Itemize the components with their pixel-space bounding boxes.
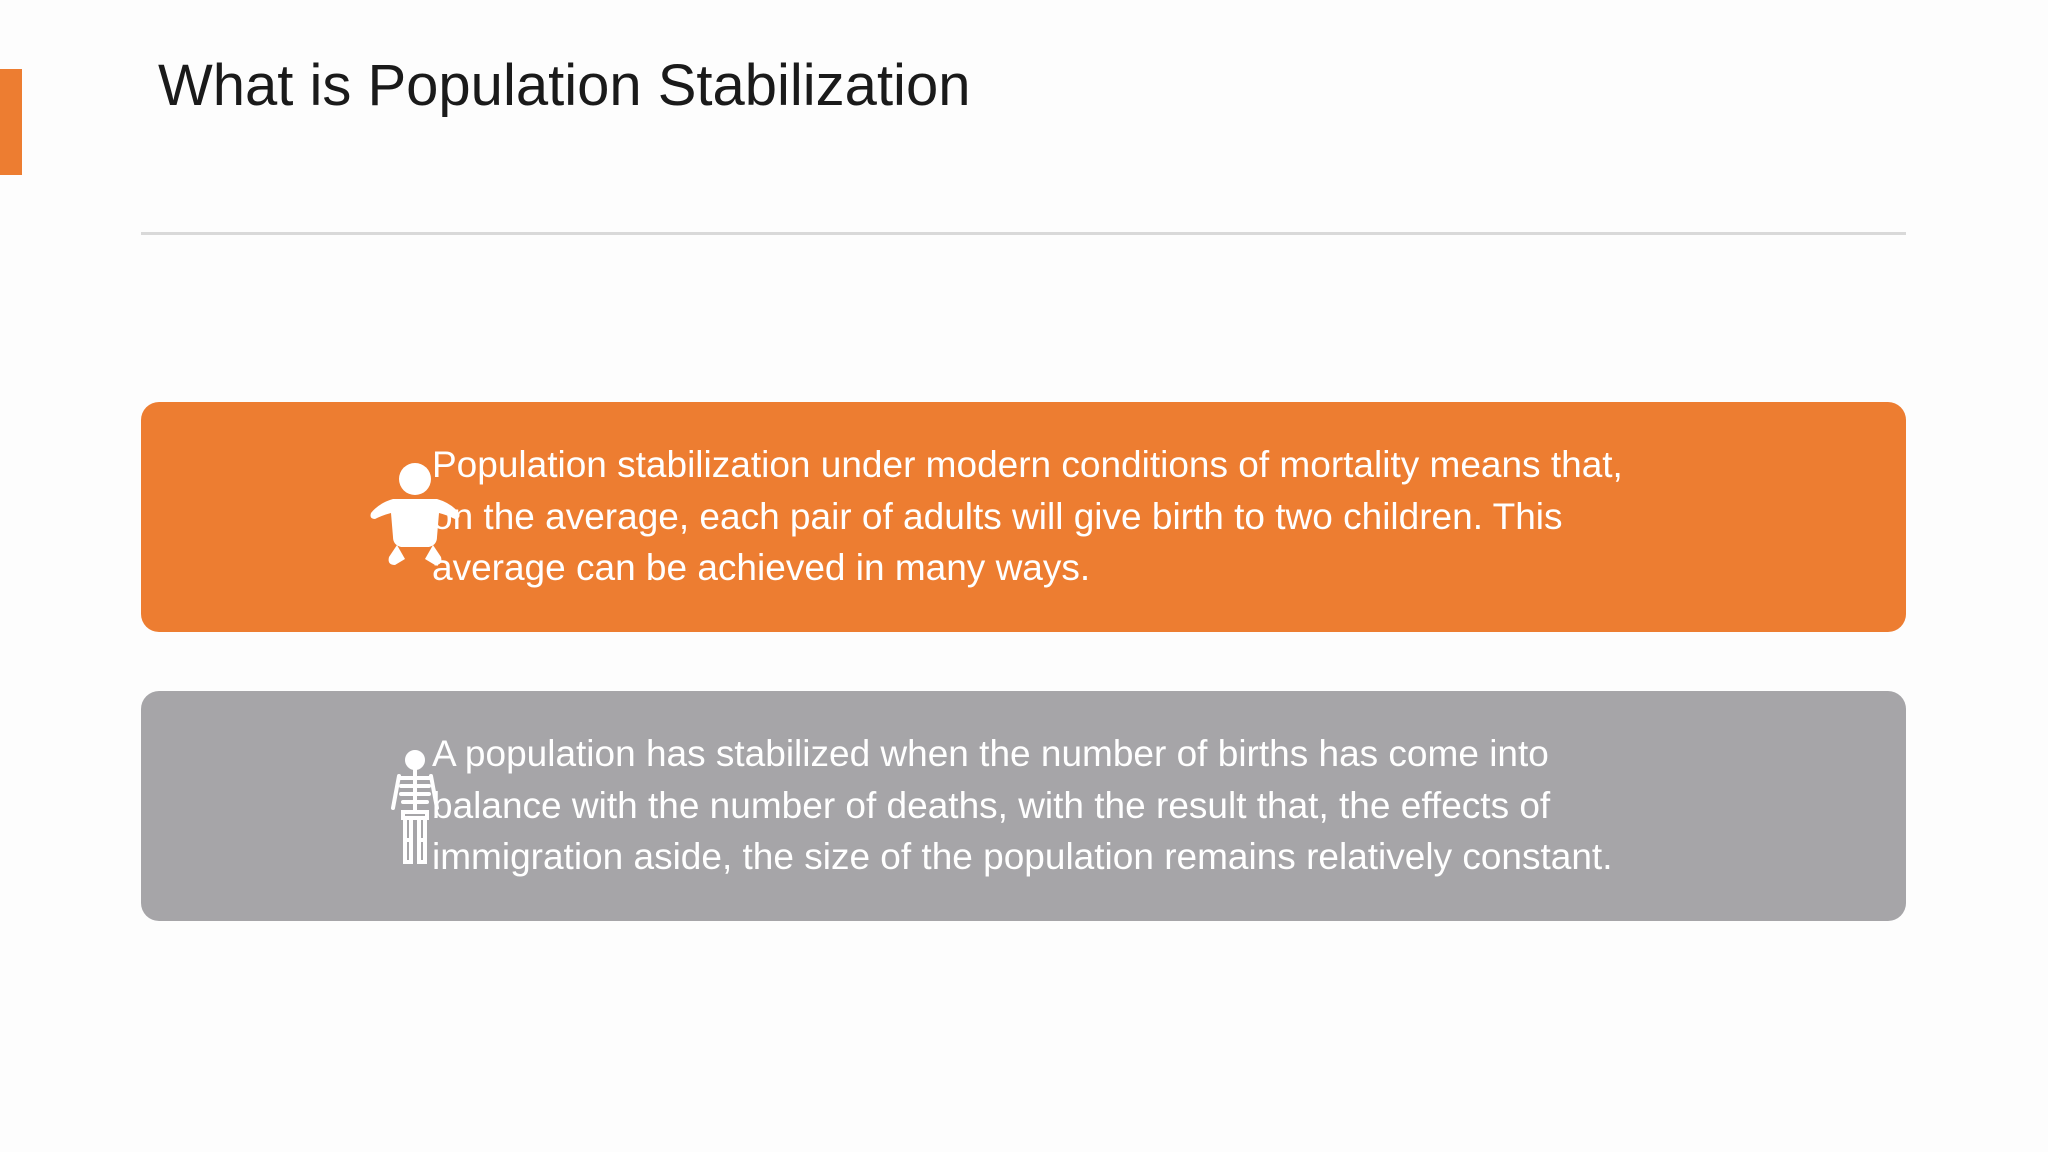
text-line: immigration aside, the size of the popul…	[432, 836, 1613, 877]
card-text: Population stabilization under modern co…	[432, 439, 1623, 594]
slide-title: What is Population Stabilization	[158, 53, 971, 118]
accent-bar	[0, 69, 22, 175]
skeleton-icon	[391, 750, 439, 864]
text-line: average can be achieved in many ways.	[432, 547, 1091, 588]
text-line: Population stabilization under modern co…	[432, 444, 1623, 485]
baby-icon	[370, 463, 460, 565]
text-line: A population has stabilized when the num…	[432, 733, 1549, 774]
divider	[141, 232, 1906, 235]
card: Population stabilization under modern co…	[141, 402, 1906, 632]
card: A population has stabilized when the num…	[141, 691, 1906, 921]
text-line: on the average, each pair of adults will…	[432, 495, 1563, 537]
card-text: A population has stabilized when the num…	[432, 728, 1613, 883]
text-line: balance with the number of deaths, with …	[432, 784, 1551, 826]
